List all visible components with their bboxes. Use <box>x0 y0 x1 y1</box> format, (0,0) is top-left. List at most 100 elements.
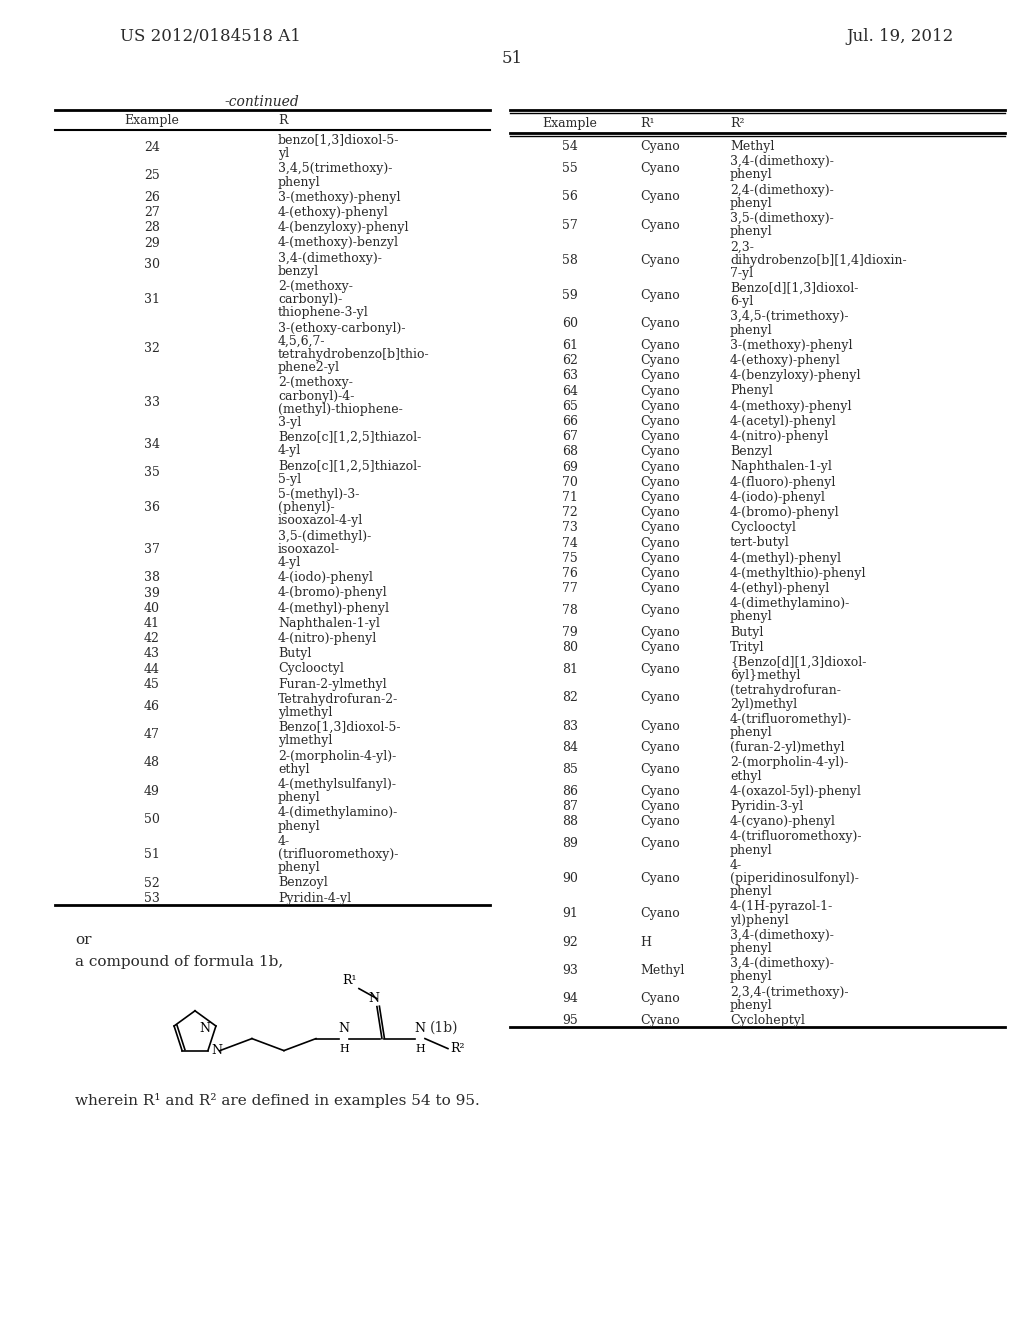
Text: 3-(ethoxy-carbonyl)-: 3-(ethoxy-carbonyl)- <box>278 322 406 334</box>
Text: 64: 64 <box>562 384 578 397</box>
Text: 78: 78 <box>562 605 578 616</box>
Text: Butyl: Butyl <box>730 626 763 639</box>
Text: 3,4,5-(trimethoxy)-: 3,4,5-(trimethoxy)- <box>730 310 849 323</box>
Text: 4-(methylthio)-phenyl: 4-(methylthio)-phenyl <box>730 566 866 579</box>
Text: 84: 84 <box>562 742 578 754</box>
Text: 82: 82 <box>562 692 578 704</box>
Text: 4-(methoxy)-phenyl: 4-(methoxy)-phenyl <box>730 400 853 413</box>
Text: 48: 48 <box>144 756 160 770</box>
Text: 4-yl: 4-yl <box>278 445 301 458</box>
Text: 47: 47 <box>144 727 160 741</box>
Text: Cyano: Cyano <box>640 605 680 616</box>
Text: 56: 56 <box>562 190 578 203</box>
Text: 4-yl: 4-yl <box>278 556 301 569</box>
Text: 34: 34 <box>144 438 160 451</box>
Text: Furan-2-ylmethyl: Furan-2-ylmethyl <box>278 677 387 690</box>
Text: 3,4-(dimethoxy)-: 3,4-(dimethoxy)- <box>730 156 834 168</box>
Text: 3-yl: 3-yl <box>278 416 301 429</box>
Text: 5-yl: 5-yl <box>278 473 301 486</box>
Text: 38: 38 <box>144 572 160 585</box>
Text: 26: 26 <box>144 191 160 203</box>
Text: 59: 59 <box>562 289 578 302</box>
Text: 4-: 4- <box>730 859 742 871</box>
Text: ylmethyl: ylmethyl <box>278 734 333 747</box>
Text: Cyano: Cyano <box>640 816 680 829</box>
Text: (trifluoromethoxy)-: (trifluoromethoxy)- <box>278 847 398 861</box>
Text: yl: yl <box>278 148 289 160</box>
Text: Cyano: Cyano <box>640 461 680 474</box>
Text: 3,4,5(trimethoxy)-: 3,4,5(trimethoxy)- <box>278 162 392 176</box>
Text: 32: 32 <box>144 342 160 355</box>
Text: Cyano: Cyano <box>640 837 680 850</box>
Text: 4-: 4- <box>278 834 290 847</box>
Text: 67: 67 <box>562 430 578 444</box>
Text: 74: 74 <box>562 536 578 549</box>
Text: 41: 41 <box>144 616 160 630</box>
Text: Butyl: Butyl <box>278 647 311 660</box>
Text: Benzoyl: Benzoyl <box>278 876 328 890</box>
Text: 4-(ethoxy)-phenyl: 4-(ethoxy)-phenyl <box>278 206 389 219</box>
Text: 87: 87 <box>562 800 578 813</box>
Text: 2,3-: 2,3- <box>730 240 754 253</box>
Text: Pyridin-4-yl: Pyridin-4-yl <box>278 891 351 904</box>
Text: 4-(bromo)-phenyl: 4-(bromo)-phenyl <box>278 586 388 599</box>
Text: Cyano: Cyano <box>640 317 680 330</box>
Text: 95: 95 <box>562 1014 578 1027</box>
Text: dihydrobenzo[b][1,4]dioxin-: dihydrobenzo[b][1,4]dioxin- <box>730 253 906 267</box>
Text: 4-(dimethylamino)-: 4-(dimethylamino)- <box>730 597 850 610</box>
Text: Cyano: Cyano <box>640 506 680 519</box>
Text: Methyl: Methyl <box>640 964 684 977</box>
Text: wherein R¹ and R² are defined in examples 54 to 95.: wherein R¹ and R² are defined in example… <box>75 1093 480 1107</box>
Text: Cyano: Cyano <box>640 642 680 653</box>
Text: Cyano: Cyano <box>640 785 680 797</box>
Text: (methyl)-thiophene-: (methyl)-thiophene- <box>278 403 402 416</box>
Text: Cyano: Cyano <box>640 626 680 639</box>
Text: 46: 46 <box>144 700 160 713</box>
Text: Benzo[c][1,2,5]thiazol-: Benzo[c][1,2,5]thiazol- <box>278 432 421 445</box>
Text: 28: 28 <box>144 222 160 235</box>
Text: 60: 60 <box>562 317 578 330</box>
Text: 31: 31 <box>144 293 160 306</box>
Text: 85: 85 <box>562 763 578 776</box>
Text: Cyano: Cyano <box>640 491 680 504</box>
Text: 4-(trifluoromethyl)-: 4-(trifluoromethyl)- <box>730 713 852 726</box>
Text: phenyl: phenyl <box>730 942 773 954</box>
Text: Cyano: Cyano <box>640 190 680 203</box>
Text: 2,4-(dimethoxy)-: 2,4-(dimethoxy)- <box>730 183 834 197</box>
Text: 4-(acetyl)-phenyl: 4-(acetyl)-phenyl <box>730 414 837 428</box>
Text: ethyl: ethyl <box>730 770 762 783</box>
Text: tert-butyl: tert-butyl <box>730 536 790 549</box>
Text: 50: 50 <box>144 813 160 826</box>
Text: 4-(methyl)-phenyl: 4-(methyl)-phenyl <box>278 602 390 615</box>
Text: Cyano: Cyano <box>640 663 680 676</box>
Text: 42: 42 <box>144 632 160 645</box>
Text: phenyl: phenyl <box>730 999 773 1012</box>
Text: R: R <box>278 114 288 127</box>
Text: carbonyl)-4-: carbonyl)-4- <box>278 389 354 403</box>
Text: Naphthalen-1-yl: Naphthalen-1-yl <box>730 461 831 474</box>
Text: 30: 30 <box>144 259 160 272</box>
Text: Cyano: Cyano <box>640 475 680 488</box>
Text: 81: 81 <box>562 663 578 676</box>
Text: 4,5,6,7-: 4,5,6,7- <box>278 335 326 347</box>
Text: 70: 70 <box>562 475 578 488</box>
Text: Cyano: Cyano <box>640 253 680 267</box>
Text: 7-yl: 7-yl <box>730 267 753 280</box>
Text: Cyano: Cyano <box>640 219 680 232</box>
Text: 4-(iodo)-phenyl: 4-(iodo)-phenyl <box>278 572 374 585</box>
Text: 4-(oxazol-5yl)-phenyl: 4-(oxazol-5yl)-phenyl <box>730 785 862 797</box>
Text: 55: 55 <box>562 162 578 176</box>
Text: (piperidinosulfonyl)-: (piperidinosulfonyl)- <box>730 873 859 884</box>
Text: Methyl: Methyl <box>730 140 774 153</box>
Text: 4-(trifluoromethoxy)-: 4-(trifluoromethoxy)- <box>730 830 862 843</box>
Text: 68: 68 <box>562 445 578 458</box>
Text: 43: 43 <box>144 647 160 660</box>
Text: 33: 33 <box>144 396 160 409</box>
Text: 91: 91 <box>562 907 578 920</box>
Text: Benzo[d][1,3]dioxol-: Benzo[d][1,3]dioxol- <box>730 282 858 294</box>
Text: Cyano: Cyano <box>640 521 680 535</box>
Text: Cyano: Cyano <box>640 445 680 458</box>
Text: ylmethyl: ylmethyl <box>278 706 333 719</box>
Text: 4-(iodo)-phenyl: 4-(iodo)-phenyl <box>730 491 826 504</box>
Text: 4-(bromo)-phenyl: 4-(bromo)-phenyl <box>730 506 840 519</box>
